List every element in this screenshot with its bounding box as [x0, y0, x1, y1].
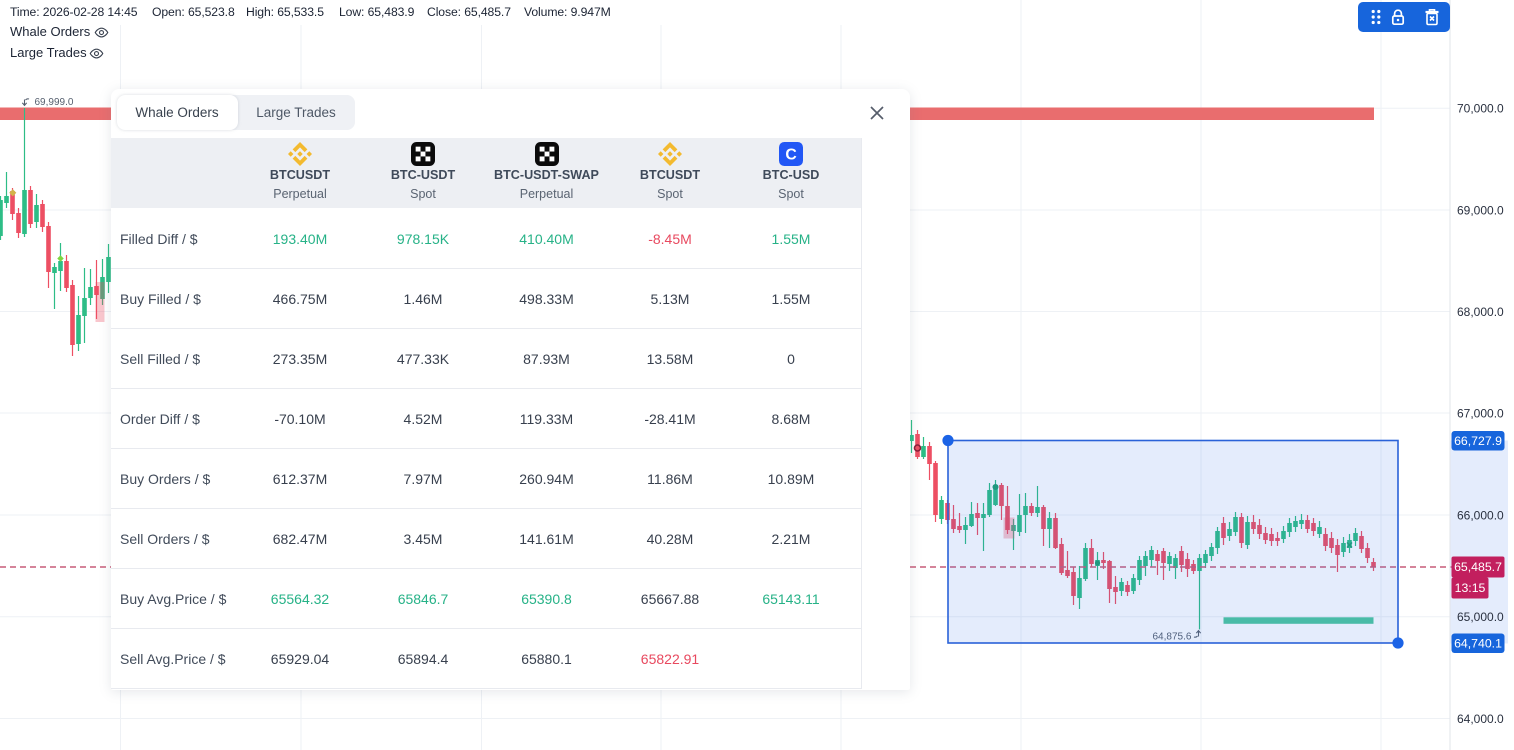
- svg-text:C: C: [785, 147, 796, 164]
- svg-text:64,875.6: 64,875.6: [1153, 632, 1192, 643]
- svg-text:65,000.0: 65,000.0: [1457, 610, 1504, 624]
- svg-text:66,000.0: 66,000.0: [1457, 508, 1504, 522]
- svg-text:64,000.0: 64,000.0: [1457, 712, 1504, 726]
- svg-text:66,727.9: 66,727.9: [1454, 434, 1502, 448]
- svg-text:69,000.0: 69,000.0: [1457, 203, 1504, 217]
- svg-text:70,000.0: 70,000.0: [1457, 102, 1504, 116]
- svg-text:65,485.7: 65,485.7: [1454, 560, 1502, 574]
- svg-text:64,740.1: 64,740.1: [1454, 636, 1502, 650]
- svg-text:69,999.0: 69,999.0: [35, 97, 74, 108]
- svg-text:68,000.0: 68,000.0: [1457, 305, 1504, 319]
- svg-text:13:15: 13:15: [1455, 581, 1486, 595]
- svg-text:67,000.0: 67,000.0: [1457, 406, 1504, 420]
